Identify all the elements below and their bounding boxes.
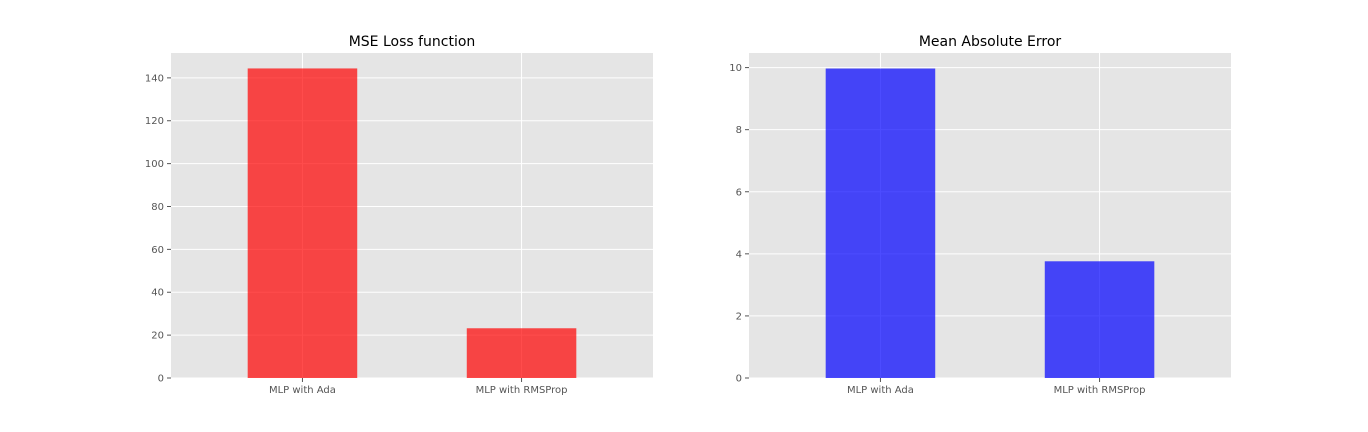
mae-chart-title: Mean Absolute Error (919, 34, 1062, 50)
mae-x-tick-label: MLP with Ada (847, 385, 914, 396)
mae-bar-1 (1044, 261, 1155, 378)
mae-y-tick-label: 8 (736, 125, 742, 136)
mae-y-tick-label: 4 (736, 249, 742, 260)
mse-bar-0 (247, 68, 358, 378)
mse-y-tick-label: 140 (145, 73, 164, 84)
mae-y-tick-label: 10 (729, 63, 742, 74)
mae-y-tick-label: 0 (736, 374, 742, 385)
mse-x-tick-label: MLP with RMSProp (476, 385, 568, 396)
mae-axes-background (749, 53, 1231, 378)
mse-y-tick-label: 40 (151, 288, 164, 299)
mae-y-tick-label: 2 (736, 311, 742, 322)
mse-y-tick-label: 0 (158, 374, 164, 385)
mse-axes-background (171, 53, 653, 378)
mse-bar-1 (466, 328, 577, 378)
mse-y-tick-label: 20 (151, 331, 164, 342)
chart-mean-absolute-error: 0 2 4 6 8 10 MLP with Ada MLP with RMSProp Mean … (729, 34, 1231, 396)
mae-x-tick-label: MLP with RMSProp (1054, 385, 1146, 396)
mse-x-tick-label: MLP with Ada (269, 385, 336, 396)
mae-bar-0 (825, 68, 936, 378)
chart-mse-loss: 0 20 40 60 80 100 120 140 MLP with Ada MLP with R… (145, 34, 653, 396)
mse-y-tick-label: 100 (145, 159, 164, 170)
mse-y-tick-label: 120 (145, 116, 164, 127)
mse-y-tick-label: 80 (151, 202, 164, 213)
mse-y-tick-label: 60 (151, 245, 164, 256)
mse-chart-title: MSE Loss function (349, 34, 476, 50)
mae-y-tick-label: 6 (736, 187, 742, 198)
